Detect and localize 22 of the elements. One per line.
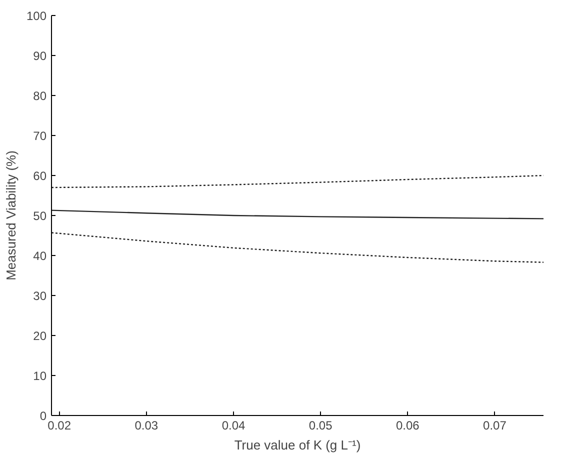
y-tick-label: 20 <box>33 329 47 343</box>
line-series <box>52 210 544 220</box>
y-tick-label: 0 <box>40 409 47 423</box>
y-axis-title: Measured Viability (%) <box>3 150 18 280</box>
x-tick-label: 0.06 <box>396 418 420 432</box>
y-tick-label: 30 <box>33 289 47 303</box>
x-tick-label: 0.05 <box>308 418 333 432</box>
y-tick-label: 80 <box>33 89 47 103</box>
y-tick-label: 70 <box>33 129 47 143</box>
y-tick-label: 50 <box>33 209 47 223</box>
y-tick-label: 40 <box>33 249 47 263</box>
y-tick-label: 90 <box>33 49 47 63</box>
x-tick-label: 0.03 <box>134 418 158 432</box>
x-tick-label: 0.04 <box>222 418 246 432</box>
line-series <box>52 232 544 263</box>
y-tick-label: 60 <box>33 169 47 183</box>
x-axis-title: True value of K (g L⁻¹) <box>234 438 361 452</box>
y-tick-label: 100 <box>26 9 47 23</box>
x-tick-label: 0.02 <box>48 418 72 432</box>
line-series <box>52 174 544 188</box>
y-tick-label: 10 <box>33 369 47 383</box>
x-tick-label: 0.07 <box>483 418 507 432</box>
